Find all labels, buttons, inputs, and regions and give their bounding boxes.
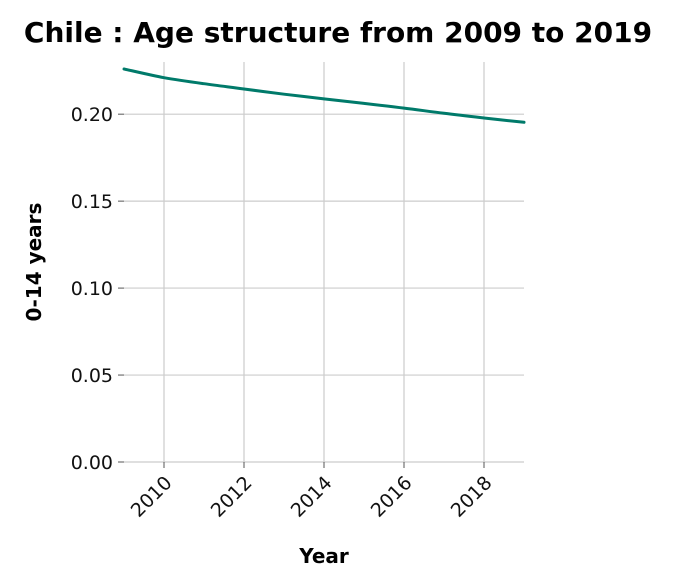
x-axis-label: Year [298,544,349,568]
x-tick-label: 2012 [207,472,257,522]
y-axis-ticks: 0.00 0.05 0.10 0.15 0.20 [71,104,124,474]
grid-lines [124,62,524,463]
x-tick-label: 2010 [127,472,177,522]
y-tick-label: 0.00 [71,452,113,474]
y-tick-label: 0.15 [71,191,113,213]
x-tick-label: 2016 [367,472,417,522]
y-tick-label: 0.10 [71,278,113,300]
x-tick-label: 2018 [447,472,497,522]
x-tick-label: 2014 [287,472,337,522]
series-group [122,67,526,124]
y-tick-label: 0.05 [71,365,113,387]
chart-title: Chile : Age structure from 2009 to 2019 [24,16,652,49]
series-line [122,67,526,124]
y-axis-label: 0-14 years [22,203,46,322]
y-tick-label: 0.20 [71,104,113,126]
x-axis-ticks: 2010 2012 2014 2016 2018 [127,462,497,522]
